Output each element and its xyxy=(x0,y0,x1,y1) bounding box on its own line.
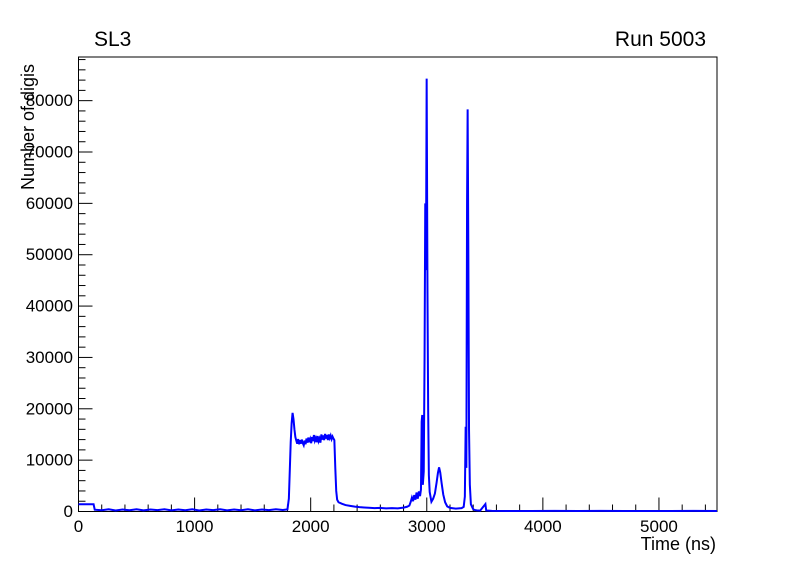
axis-ticks-layer: 0 1000 2000 3000 4000 50000100002000030000400… xyxy=(26,59,706,536)
y-tick-label: 50000 xyxy=(26,245,73,264)
plot-title-right: Run 5003 xyxy=(615,28,706,51)
x-tick-label: 4000 xyxy=(524,517,562,536)
x-tick-label: 1000 xyxy=(176,517,214,536)
y-axis-title: Number of digis xyxy=(18,64,38,190)
x-tick-label: 5000 xyxy=(640,517,678,536)
y-tick-label: 20000 xyxy=(26,399,73,418)
histogram-line xyxy=(78,78,718,513)
x-tick-label: 3000 xyxy=(408,517,446,536)
plot-title-left: SL3 xyxy=(94,28,131,51)
x-axis-title: Time (ns) xyxy=(641,534,716,554)
y-tick-label: 80000 xyxy=(26,91,73,110)
plot-frame xyxy=(78,56,718,512)
y-tick-label: 0 xyxy=(64,502,73,521)
y-tick-label: 10000 xyxy=(26,451,73,470)
y-tick-label: 60000 xyxy=(26,194,73,213)
x-tick-label: 0 xyxy=(74,517,83,536)
x-tick-label: 2000 xyxy=(292,517,330,536)
y-tick-label: 40000 xyxy=(26,297,73,316)
y-tick-label: 30000 xyxy=(26,348,73,367)
y-tick-label: 70000 xyxy=(26,143,73,162)
